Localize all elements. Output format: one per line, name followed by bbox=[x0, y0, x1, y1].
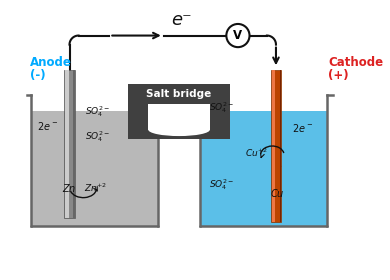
Text: V: V bbox=[233, 29, 243, 42]
Text: $Cu$: $Cu$ bbox=[271, 187, 285, 199]
Bar bbox=[64, 70, 75, 218]
Bar bbox=[128, 85, 148, 130]
Text: $Zn^{+2}$: $Zn^{+2}$ bbox=[84, 181, 107, 194]
Bar bbox=[271, 70, 282, 222]
Text: Salt bridge: Salt bridge bbox=[147, 89, 212, 99]
Bar bbox=[148, 104, 210, 130]
Text: (+): (+) bbox=[328, 69, 349, 82]
Bar bbox=[280, 70, 282, 222]
Text: $SO_4^{2-}$: $SO_4^{2-}$ bbox=[85, 104, 110, 119]
Bar bbox=[210, 85, 230, 130]
Text: $2e^-$: $2e^-$ bbox=[292, 122, 313, 134]
Ellipse shape bbox=[148, 123, 210, 136]
Text: (-): (-) bbox=[30, 69, 45, 82]
Bar bbox=[128, 128, 230, 139]
Bar bbox=[73, 70, 75, 218]
Text: $2e^-$: $2e^-$ bbox=[37, 120, 58, 132]
Text: $SO_4^{2-}$: $SO_4^{2-}$ bbox=[209, 101, 234, 115]
Bar bbox=[65, 70, 69, 218]
Text: e⁻: e⁻ bbox=[172, 11, 192, 29]
Text: Cathode: Cathode bbox=[328, 56, 384, 69]
Circle shape bbox=[226, 24, 250, 47]
Bar bbox=[128, 85, 230, 104]
Text: $Cu^{+2}$: $Cu^{+2}$ bbox=[245, 147, 268, 160]
Ellipse shape bbox=[151, 126, 207, 134]
Text: $SO_4^{2-}$: $SO_4^{2-}$ bbox=[209, 177, 234, 192]
Text: Anode: Anode bbox=[30, 56, 71, 69]
Bar bbox=[32, 111, 158, 226]
Ellipse shape bbox=[128, 122, 230, 137]
Bar bbox=[200, 111, 327, 226]
Text: $SO_4^{2-}$: $SO_4^{2-}$ bbox=[85, 130, 110, 144]
Bar bbox=[271, 70, 275, 222]
Text: $Zn$: $Zn$ bbox=[62, 182, 77, 194]
